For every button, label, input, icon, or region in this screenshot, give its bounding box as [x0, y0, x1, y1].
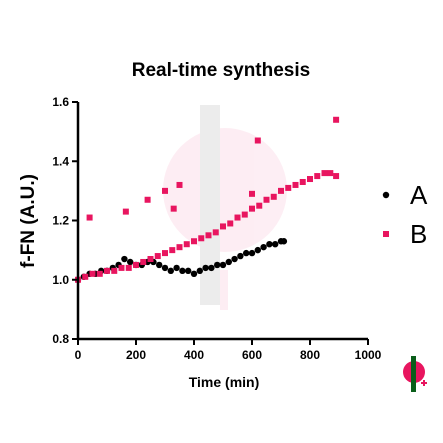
data-point-B: [205, 232, 212, 239]
data-point-B: [86, 214, 93, 221]
data-point-B: [133, 261, 139, 268]
data-point-A: [121, 255, 128, 263]
series-B: [75, 116, 340, 283]
y-tick-label: 1.6: [52, 95, 69, 109]
data-point-A: [248, 249, 256, 257]
data-point-B: [111, 267, 118, 274]
data-point-B: [176, 181, 183, 188]
data-point-B: [220, 223, 226, 230]
data-point-B: [254, 137, 261, 144]
data-point-B: [154, 253, 161, 260]
data-point-B: [198, 235, 205, 242]
legend-marker-A: [382, 191, 390, 199]
data-point-A: [190, 270, 198, 278]
y-tick-label: 1.0: [52, 273, 69, 287]
data-point-A: [173, 264, 180, 272]
x-tick-label: 400: [184, 348, 204, 362]
data-point-B: [183, 241, 190, 248]
data-point-A: [243, 249, 250, 257]
data-point-B: [256, 202, 263, 209]
x-tick-label: 200: [126, 348, 146, 362]
data-point-B: [227, 220, 234, 227]
x-tick-label: 600: [242, 348, 262, 362]
y-tick-label: 0.8: [52, 332, 69, 346]
data-point-B: [278, 187, 284, 194]
data-point-B: [333, 173, 340, 180]
data-point-B: [144, 196, 151, 203]
data-point-A: [260, 243, 267, 251]
x-axis-title: Time (min): [189, 374, 260, 390]
data-point-B: [234, 214, 241, 221]
data-point-A: [254, 246, 261, 254]
x-tick-label: 1000: [355, 348, 382, 362]
y-axis-title: f-FN (A.U.): [18, 174, 39, 268]
data-point-A: [185, 267, 192, 275]
y-tick-label: 1.4: [52, 154, 69, 168]
data-point-A: [167, 267, 174, 275]
data-point-A: [272, 241, 279, 248]
legend-label-A: A: [410, 180, 428, 210]
data-point-B: [191, 238, 197, 245]
y-axis: 0.8 1.0 1.2 1.4 1.6: [52, 95, 80, 346]
data-point-A: [214, 261, 221, 269]
legend-marker-B: [383, 231, 389, 237]
data-point-B: [162, 250, 168, 257]
data-point-B: [241, 211, 248, 218]
data-point-A: [266, 241, 273, 248]
data-point-B: [333, 116, 340, 123]
data-point-B: [285, 184, 292, 191]
data-point-B: [96, 270, 103, 277]
data-point-A: [219, 261, 227, 269]
data-point-B: [147, 256, 154, 263]
data-point-B: [270, 193, 277, 200]
data-point-A: [127, 258, 134, 266]
data-point-A: [225, 258, 232, 266]
data-point-B: [104, 267, 110, 274]
data-point-A: [196, 267, 203, 275]
legend-label-B: B: [410, 219, 427, 249]
data-point-A: [280, 238, 288, 245]
data-point-B: [82, 273, 89, 280]
plot-area: [74, 116, 340, 283]
corner-logo: [403, 356, 427, 392]
data-point-B: [169, 247, 176, 254]
data-point-B: [292, 181, 299, 188]
data-point-A: [161, 264, 169, 272]
data-point-A: [156, 261, 163, 269]
data-point-B: [176, 244, 183, 251]
data-point-B: [122, 208, 129, 215]
x-axis: 0 200 400 600 800 1000: [75, 337, 382, 362]
data-point-A: [208, 264, 215, 272]
data-point-A: [231, 255, 238, 263]
y-tick-label: 1.2: [52, 214, 69, 228]
data-point-B: [307, 176, 313, 183]
x-tick-label: 0: [75, 348, 82, 362]
data-point-B: [314, 173, 321, 180]
data-point-B: [170, 205, 177, 212]
data-point-B: [263, 196, 270, 203]
legend: AB: [382, 180, 428, 249]
data-point-B: [249, 190, 255, 197]
watermark-logo: [163, 105, 287, 310]
data-point-B: [125, 264, 132, 271]
data-point-A: [237, 252, 244, 260]
data-point-A: [179, 267, 186, 275]
data-point-B: [299, 178, 306, 185]
data-point-B: [321, 170, 328, 177]
data-point-B: [327, 170, 334, 177]
data-point-B: [212, 229, 219, 236]
data-point-B: [140, 258, 147, 265]
x-tick-label: 800: [300, 348, 320, 362]
data-point-B: [249, 205, 255, 212]
data-point-B: [118, 264, 125, 271]
data-point-A: [202, 264, 209, 272]
data-point-B: [89, 270, 96, 277]
data-point-B: [162, 187, 168, 194]
chart-title: Real-time synthesis: [132, 60, 310, 81]
